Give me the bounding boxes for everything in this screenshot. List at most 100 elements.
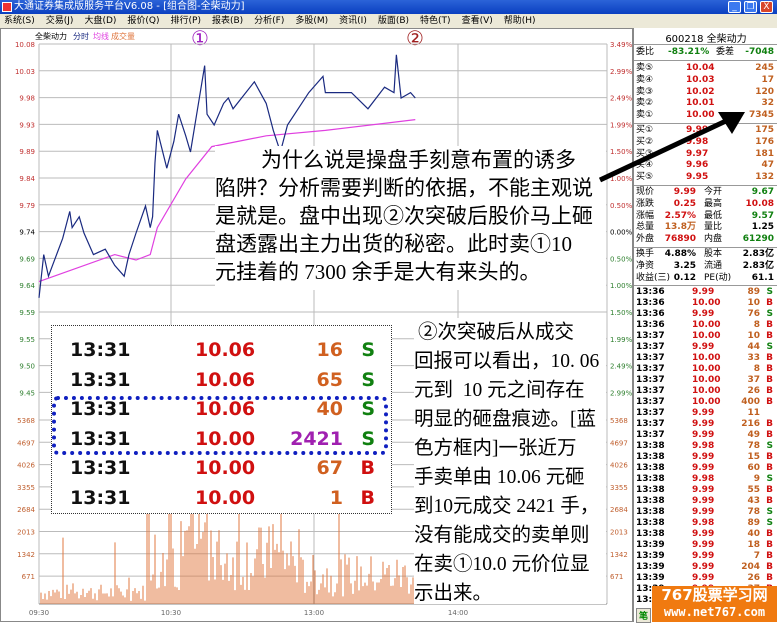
annotation-line: 元到 10 元之间存在 [414, 380, 585, 401]
menu-item[interactable]: 大盘(D) [84, 16, 117, 26]
value: 61290 [742, 234, 774, 245]
value: 9.67 [751, 187, 774, 197]
menu-item[interactable]: 报价(Q) [127, 16, 160, 26]
tick-row: 13:37 9.99 11 [636, 408, 776, 419]
tick-volume: 43 [747, 496, 760, 506]
menu-item[interactable]: 查看(V) [461, 16, 493, 26]
menu-item[interactable]: 多股(M) [295, 16, 329, 26]
pct-tick: 1.50% [610, 309, 633, 317]
tick-price: 10.00 [692, 375, 721, 385]
tick-side: S [361, 368, 375, 391]
menu-item[interactable]: 资讯(I) [339, 16, 367, 26]
tick-volume: 76 [747, 309, 760, 319]
volume: 245 [755, 63, 774, 73]
menu-item[interactable]: 排行(P) [170, 16, 201, 26]
tick-side: B [766, 375, 773, 385]
restore-button[interactable]: ❐ [744, 1, 757, 13]
price-tick: 9.55 [19, 336, 35, 344]
tick-price: 9.99 [692, 419, 715, 429]
volume-tick: 671 [22, 573, 35, 581]
tick-price: 9.99 [692, 452, 715, 462]
tick-row: 13:37 10.00 10 B [636, 331, 776, 342]
volume-tick-right: 5368 [610, 417, 628, 425]
pct-tick: 2.99% [610, 389, 633, 397]
tick-row: 13:37 10.00 26 B [636, 386, 776, 397]
watermark-url: www.net767.com [663, 605, 766, 619]
label: 委差 [716, 47, 735, 57]
close-button[interactable]: X [760, 1, 773, 13]
tick-time: 13:31 [70, 339, 131, 361]
annotation-line: 在卖①10.0 元价位显 [414, 554, 590, 575]
tick-time: 13:38 [636, 474, 665, 484]
minimize-button[interactable]: _ [728, 1, 741, 13]
tick-volume: 89 [747, 287, 760, 297]
menu-item[interactable]: 交易(J) [45, 16, 74, 26]
menu-item[interactable]: 版面(B) [377, 16, 410, 26]
value: 13.8万 [664, 222, 696, 233]
tick-row: 13:37 10.00 37 B [636, 375, 776, 386]
stat-row: 收益(三) 0.12 PE(动) 61.1 [636, 273, 776, 284]
tick-time: 13:36 [636, 298, 665, 308]
tick-side: B [766, 353, 773, 363]
price-line [38, 54, 416, 298]
tick-row: 13:37 9.99 49 B [636, 430, 776, 441]
buy-level-row: 买③ 9.97 181 [636, 149, 776, 160]
value: -83.21% [668, 47, 710, 57]
menu-item[interactable]: 分析(F) [254, 16, 285, 26]
price: 10.00 [686, 110, 715, 121]
arrow-shaft [598, 117, 730, 183]
value: 9.99 [673, 187, 696, 197]
volume-tick-right: 671 [610, 573, 623, 581]
menu-item[interactable]: 特色(T) [420, 16, 451, 26]
tick-time: 13:39 [636, 540, 665, 550]
tick-side: B [766, 485, 773, 495]
annotation-top: 为什么说是操盘手刻意布置的诱多 陷阱？分析需要判断的依据，不能主观说 是就是。盘中出… [215, 146, 606, 290]
tick-volume: 9 [753, 474, 760, 484]
inset-tick-row: 13:31 10.06 40 S [52, 397, 393, 421]
annotation-line: 明显的砸盘痕迹。[蓝 [414, 409, 596, 430]
tick-side: B [766, 320, 773, 330]
pct-tick: 0.00% [610, 229, 633, 237]
label: 内盘 [704, 234, 723, 245]
price-tick: 9.74 [19, 229, 35, 237]
divider [634, 185, 777, 186]
volume-tick: 5368 [17, 417, 35, 425]
tick-row: 13:39 9.99 26 B [636, 573, 776, 584]
tick-price: 10.06 [195, 398, 256, 420]
tick-time: 13:31 [70, 398, 131, 420]
menu-bar: 系统(S) 交易(J) 大盘(D) 报价(Q) 排行(P) 报表(B) 分析(F) 多股(M)… [0, 14, 777, 28]
sell-level-row: 卖① 10.00 7345 [636, 110, 776, 121]
tick-side: S [766, 441, 773, 451]
tick-row: 13:38 9.98 89 S [636, 518, 776, 529]
divider [634, 60, 777, 61]
divider [634, 247, 777, 248]
tick-time: 13:38 [636, 463, 665, 473]
tick-volume: 37 [747, 375, 760, 385]
tick-time: 13:38 [636, 452, 665, 462]
annotation-line: 盘透露出主力出货的秘密。此时卖①10 [215, 232, 572, 256]
tick-side: S [766, 287, 773, 297]
volume: 181 [755, 148, 774, 159]
menu-item[interactable]: 帮助(H) [503, 16, 536, 26]
label: 卖⑤ [636, 63, 654, 73]
label: 买⑤ [636, 172, 654, 183]
tick-time: 13:39 [636, 573, 665, 583]
tick-row: 13:38 9.99 55 B [636, 485, 776, 496]
tick-volume: 8 [753, 320, 760, 330]
tick-volume: 65 [316, 368, 343, 391]
label: 卖① [636, 110, 654, 121]
label: 买③ [636, 148, 654, 159]
label: 买④ [636, 160, 654, 171]
tick-side: B [766, 386, 773, 396]
menu-item[interactable]: 报表(B) [211, 16, 244, 26]
tick-price: 9.99 [692, 562, 715, 572]
tick-side: S [361, 427, 375, 450]
tick-price: 10.00 [195, 486, 256, 509]
value: 3.25 [673, 260, 696, 271]
tick-side: B [766, 496, 773, 506]
price-tick: 9.64 [19, 282, 35, 290]
menu-item[interactable]: 系统(S) [4, 16, 35, 26]
tick-price: 9.99 [692, 573, 715, 583]
label: 流通 [704, 260, 723, 271]
time-tick: 10:30 [161, 609, 181, 617]
